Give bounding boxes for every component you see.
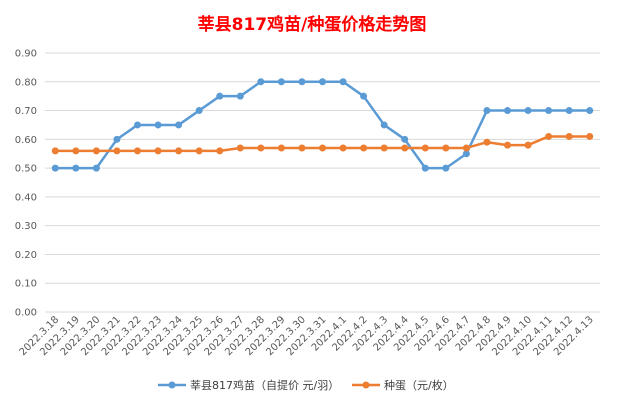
data-point (216, 147, 224, 155)
data-point (360, 144, 368, 152)
data-point (442, 164, 450, 172)
data-point (319, 144, 326, 152)
data-point (401, 135, 409, 143)
data-point (421, 144, 429, 152)
y-axis-ticks: 0.00 0.10 0.20 0.30 0.40 0.50 0.60 0.70 0.80 0.90 (15, 49, 37, 319)
data-point (524, 107, 532, 115)
y-tick-label: 0.90 (15, 49, 37, 60)
data-point (319, 78, 326, 86)
data-point (565, 132, 573, 140)
data-point (92, 147, 100, 155)
data-point (586, 107, 594, 115)
data-point (257, 144, 265, 152)
data-point (380, 121, 388, 129)
data-point (113, 135, 121, 143)
data-point (154, 121, 162, 129)
data-point (565, 107, 573, 115)
data-point (298, 78, 306, 86)
y-tick-label: 0.00 (15, 308, 37, 319)
data-point (175, 147, 183, 155)
data-point (483, 138, 491, 146)
data-point (462, 150, 470, 158)
data-point (380, 144, 388, 152)
data-point (504, 107, 511, 115)
y-tick-label: 0.70 (15, 106, 37, 117)
data-point (360, 92, 368, 100)
series-1 (51, 132, 594, 155)
data-point (339, 78, 347, 86)
data-point (277, 144, 285, 152)
legend-item-seedling[interactable]: 莘县817鸡苗（自提价 元/羽） (158, 378, 339, 392)
data-point (524, 141, 532, 149)
data-point (216, 92, 224, 100)
legend-label-egg: 种蛋（元/枚） (384, 378, 454, 392)
data-point (134, 147, 141, 155)
data-point (298, 144, 306, 152)
data-point (92, 164, 100, 172)
legend-label-seedling: 莘县817鸡苗（自提价 元/羽） (190, 378, 339, 392)
gridlines (45, 52, 600, 313)
data-point (401, 144, 409, 152)
y-tick-label: 0.60 (15, 135, 37, 146)
series-0 (51, 78, 594, 172)
y-tick-label: 0.30 (15, 221, 37, 232)
data-point (195, 147, 203, 155)
data-point (236, 144, 244, 152)
data-point (421, 164, 429, 172)
data-point (236, 92, 244, 100)
legend: 莘县817鸡苗（自提价 元/羽） 种蛋（元/枚） (158, 378, 454, 392)
legend-swatch-marker (362, 381, 370, 389)
y-tick-label: 0.80 (15, 77, 37, 88)
data-point (504, 141, 511, 149)
data-point (51, 147, 59, 155)
chart-title: 莘县817鸡苗/种蛋价格走势图 (198, 14, 427, 35)
data-point (134, 121, 141, 129)
data-point (195, 107, 203, 115)
y-tick-label: 0.10 (15, 279, 37, 290)
data-point (442, 144, 450, 152)
data-point (51, 164, 59, 172)
data-point (113, 147, 121, 155)
data-point (257, 78, 265, 86)
series-lines (51, 78, 594, 172)
legend-swatch-marker (168, 381, 176, 389)
y-tick-label: 0.20 (15, 250, 37, 261)
data-point (462, 144, 470, 152)
data-point (483, 107, 491, 115)
data-point (175, 121, 183, 129)
data-point (545, 107, 553, 115)
data-point (154, 147, 162, 155)
x-axis-ticks: 2022.3.182022.3.192022.3.202022.3.212022… (18, 314, 596, 358)
data-point (72, 147, 80, 155)
data-point (339, 144, 347, 152)
data-point (277, 78, 285, 86)
y-tick-label: 0.40 (15, 192, 37, 203)
data-point (72, 164, 80, 172)
data-point (545, 132, 553, 140)
legend-item-egg[interactable]: 种蛋（元/枚） (352, 378, 454, 392)
data-point (586, 132, 594, 140)
y-tick-label: 0.50 (15, 164, 37, 175)
